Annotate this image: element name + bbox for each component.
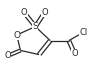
Text: O: O [21,8,28,17]
Text: O: O [4,52,11,60]
Text: O: O [71,49,78,58]
Text: S: S [32,22,38,31]
Text: O: O [13,31,20,39]
Text: Cl: Cl [80,28,88,37]
Text: O: O [41,8,48,17]
